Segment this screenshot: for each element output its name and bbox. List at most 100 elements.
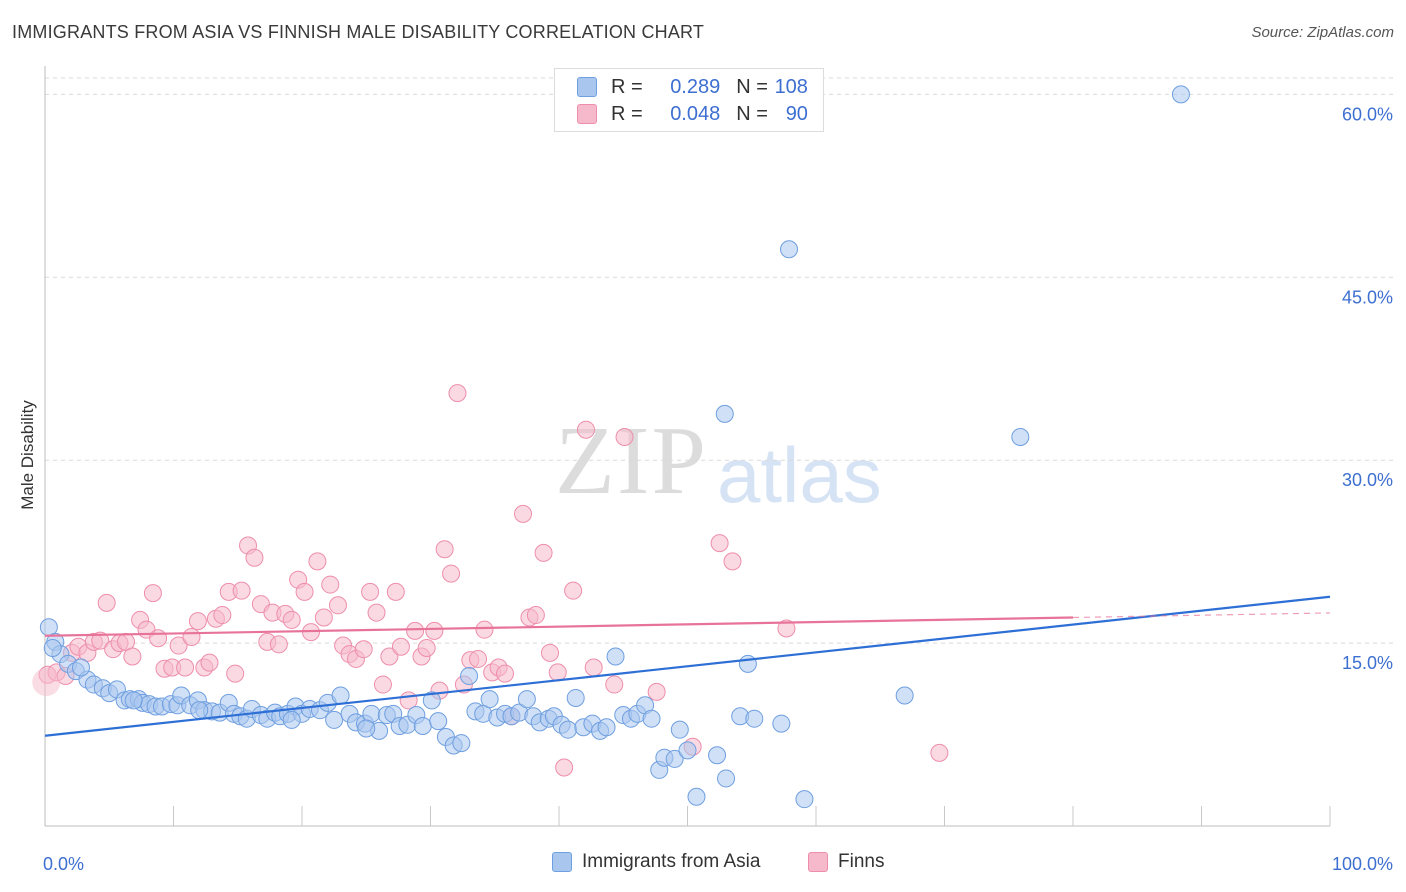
finns-point (321, 575, 340, 594)
asia-swatch (577, 77, 597, 97)
finns-point (647, 682, 666, 701)
asia-point (325, 710, 344, 729)
asia-point (1171, 85, 1190, 104)
finns-point (282, 610, 301, 629)
finns-point (777, 619, 796, 638)
asia-point (597, 718, 616, 737)
finns-point (143, 584, 162, 603)
asia-point (715, 404, 734, 423)
r-value: 0.289 (670, 75, 721, 98)
y-axis-label: Male Disability (18, 400, 37, 510)
finns-point (182, 628, 201, 646)
finns-trendline-extension (1072, 612, 1331, 619)
finns-point (475, 620, 494, 639)
asia-point (738, 654, 757, 673)
asia-point (413, 717, 432, 736)
finns-point (373, 675, 392, 694)
finns-point (514, 504, 533, 523)
finns-point (541, 643, 560, 662)
finns-point (269, 635, 288, 654)
asia-point (795, 790, 814, 809)
asia-point (772, 714, 791, 733)
x-tick-label-max: 100.0% (1332, 854, 1393, 874)
finns-point (435, 540, 454, 559)
watermark-atlas: atlas (717, 431, 882, 519)
legend-item-finns[interactable]: Finns (808, 851, 884, 873)
finns-point (469, 649, 488, 668)
asia-point (452, 734, 471, 753)
finns-point (295, 582, 314, 601)
asia-legend-swatch (552, 852, 572, 872)
asia-point (895, 686, 914, 705)
asia-trendline (44, 595, 1331, 737)
finns-swatch (577, 104, 597, 124)
finns-point (615, 428, 634, 447)
finns-point (534, 543, 553, 562)
r-label: R = (611, 102, 643, 125)
finns-point (526, 606, 545, 625)
finns-point (176, 658, 195, 677)
finns-point (314, 608, 333, 627)
finns-point (723, 552, 742, 571)
finns-point (406, 621, 425, 640)
source-credit: Source: ZipAtlas.com (1251, 24, 1394, 41)
finns-point (380, 647, 399, 666)
asia-point (745, 709, 764, 728)
finns-point (391, 637, 410, 656)
legend-item-asia[interactable]: Immigrants from Asia (552, 851, 760, 873)
n-value: 108 (774, 75, 808, 98)
finns-point (417, 638, 436, 657)
stats-legend-row-finns: R = 0.048 N = 90 (577, 101, 808, 127)
finns-point (710, 534, 729, 553)
finns-point (200, 653, 219, 672)
finns-point (425, 621, 444, 640)
stats-legend-row-asia: R = 0.289 N = 108 (577, 74, 808, 100)
finns-point (367, 603, 386, 622)
asia-point (357, 719, 376, 738)
finns-point (584, 658, 603, 677)
asia-point (670, 720, 689, 739)
asia-point (665, 749, 684, 768)
asia-point (687, 787, 706, 806)
n-label: N = (736, 75, 768, 98)
finns-point (354, 640, 373, 659)
r-value: 0.048 (670, 102, 721, 125)
asia-point (71, 658, 90, 677)
asia-point (642, 709, 661, 728)
finns-point (245, 548, 264, 567)
finns-point (308, 552, 327, 571)
n-value: 90 (785, 102, 808, 125)
finns-point (361, 582, 380, 601)
stats-legend: R = 0.289 N = 108 R = 0.048 N = 90 (554, 68, 824, 132)
finns-point (32, 668, 61, 697)
y-tick-label: 15.0% (1342, 653, 1393, 673)
asia-point (517, 690, 536, 709)
asia-point (429, 712, 448, 731)
asia-point (460, 667, 479, 686)
y-tick-label: 60.0% (1342, 104, 1393, 124)
x-tick-label-min: 0.0% (43, 854, 84, 874)
finns-point (448, 384, 467, 403)
asia-point (606, 647, 625, 666)
finns-point (386, 582, 405, 601)
finns-point (188, 612, 207, 631)
finns-point (555, 758, 574, 777)
asia-point (780, 240, 799, 259)
asia-point (282, 710, 301, 729)
finns-point (123, 647, 142, 666)
asia-point (190, 701, 209, 720)
n-label: N = (736, 102, 768, 125)
asia-point (422, 691, 441, 710)
finns-point (97, 593, 116, 612)
finns-point (442, 564, 461, 583)
asia-point (558, 720, 577, 739)
finns-point (226, 664, 245, 683)
finns-point (548, 663, 567, 682)
finns-trendline (44, 616, 1074, 637)
asia-point (124, 691, 143, 710)
asia-point (678, 741, 697, 760)
legend-label-finns: Finns (838, 851, 885, 872)
asia-point (566, 688, 585, 707)
finns-point (232, 581, 251, 600)
